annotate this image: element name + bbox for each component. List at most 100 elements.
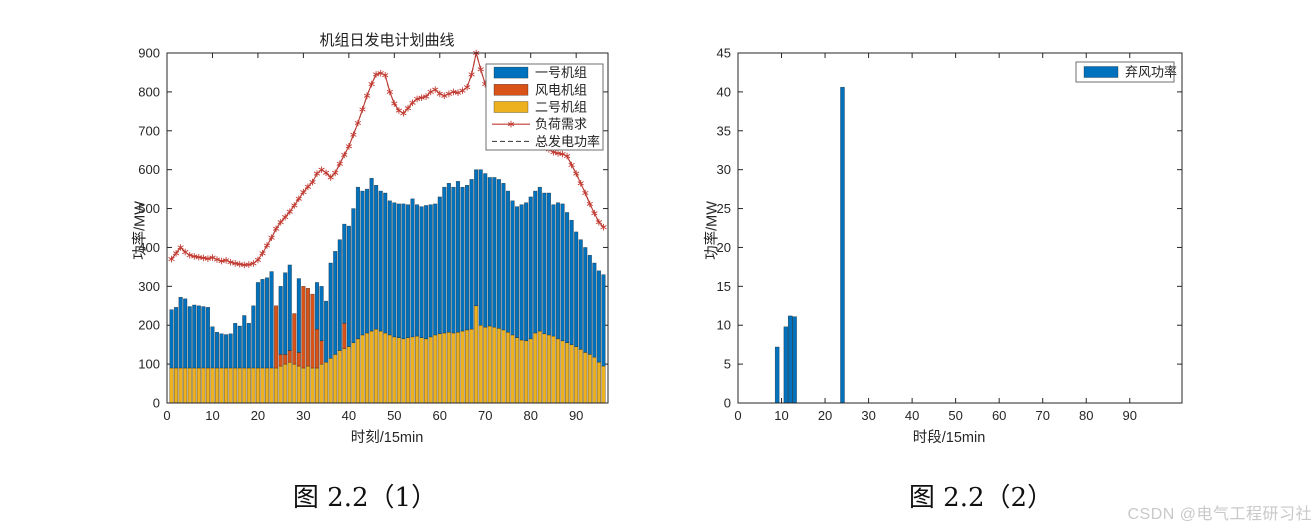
bar: [437, 196, 442, 335]
bar: [565, 342, 570, 404]
bar: [319, 340, 324, 365]
bar: [374, 328, 379, 404]
bar: [424, 205, 429, 340]
bar: [192, 304, 197, 369]
bar: [242, 315, 247, 369]
legend-label: 一号机组: [535, 65, 587, 80]
y-tick-label: 20: [717, 240, 731, 255]
bar: [246, 323, 251, 369]
bar: [401, 203, 406, 340]
bar: [405, 204, 411, 338]
bar: [433, 203, 438, 336]
bar: [510, 200, 515, 336]
bar: [251, 367, 256, 404]
y-tick-label: 45: [717, 46, 731, 61]
bar: [269, 271, 274, 369]
bar: [387, 200, 392, 336]
y-tick-label: 35: [717, 123, 731, 138]
bar: [451, 186, 456, 334]
bar: [174, 367, 179, 404]
bar: [269, 367, 274, 404]
bar: [578, 239, 583, 350]
bar: [469, 179, 474, 330]
bar: [492, 326, 497, 404]
bar: [201, 306, 206, 369]
bar: [205, 307, 210, 369]
x-tick-label: 50: [387, 408, 401, 423]
bar: [542, 333, 547, 404]
x-tick-label: 50: [948, 408, 962, 423]
bar: [578, 349, 583, 404]
bar: [169, 367, 174, 404]
bar: [296, 278, 301, 353]
bar: [783, 326, 789, 404]
bar: [560, 203, 565, 342]
bar: [196, 367, 201, 404]
bar: [569, 219, 574, 345]
left-chart-title: 机组日发电计划曲线: [319, 32, 455, 49]
bar: [287, 264, 292, 351]
bar: [437, 333, 442, 404]
bar: [292, 363, 297, 404]
bar: [351, 342, 356, 404]
bar: [233, 367, 238, 404]
bar: [574, 231, 579, 347]
bar: [592, 262, 597, 358]
bar: [214, 331, 220, 369]
bar: [283, 354, 288, 365]
x-tick-label: 90: [569, 408, 583, 423]
bar: [328, 262, 333, 359]
bar: [787, 315, 793, 404]
bar: [446, 183, 451, 333]
bar: [515, 337, 520, 404]
bar: [187, 367, 192, 404]
bar: [187, 306, 192, 369]
bar: [428, 204, 433, 338]
bar: [264, 277, 270, 369]
bar: [415, 335, 420, 404]
bar: [419, 206, 424, 338]
bar: [424, 338, 429, 404]
x-tick-label: 60: [433, 408, 447, 423]
bar: [228, 333, 233, 369]
x-tick-label: 0: [734, 408, 741, 423]
bar: [410, 336, 415, 404]
bar: [342, 348, 347, 404]
left-y-axis-label: 功率/MW: [132, 201, 149, 260]
bar: [378, 190, 383, 332]
x-tick-label: 70: [1035, 408, 1049, 423]
bar: [310, 293, 315, 369]
left-x-axis-label: 时刻/15min: [350, 430, 424, 446]
bar: [192, 367, 197, 404]
bar: [346, 346, 351, 404]
bar: [255, 282, 260, 369]
bar: [183, 298, 188, 369]
legend-swatch-patch: [1083, 66, 1119, 78]
bar: [246, 367, 251, 404]
bar: [396, 337, 401, 404]
bar: [492, 177, 497, 328]
x-tick-label: 30: [296, 408, 310, 423]
bar: [483, 173, 488, 328]
bar: [333, 354, 338, 404]
bar: [319, 286, 324, 342]
bar: [328, 358, 333, 404]
bar: [396, 203, 401, 338]
bar: [383, 332, 388, 404]
bar: [496, 179, 501, 329]
bar: [305, 288, 310, 367]
bar: [555, 202, 561, 340]
bar: [460, 330, 465, 404]
bar: [428, 336, 433, 404]
bar: [487, 325, 492, 404]
bar: [196, 305, 201, 369]
bar: [264, 367, 270, 404]
bar: [242, 367, 247, 404]
bar: [383, 192, 388, 334]
bar: [405, 337, 411, 404]
bar: [183, 367, 188, 404]
bar: [533, 190, 538, 334]
bar: [519, 339, 524, 404]
bar: [283, 272, 288, 355]
